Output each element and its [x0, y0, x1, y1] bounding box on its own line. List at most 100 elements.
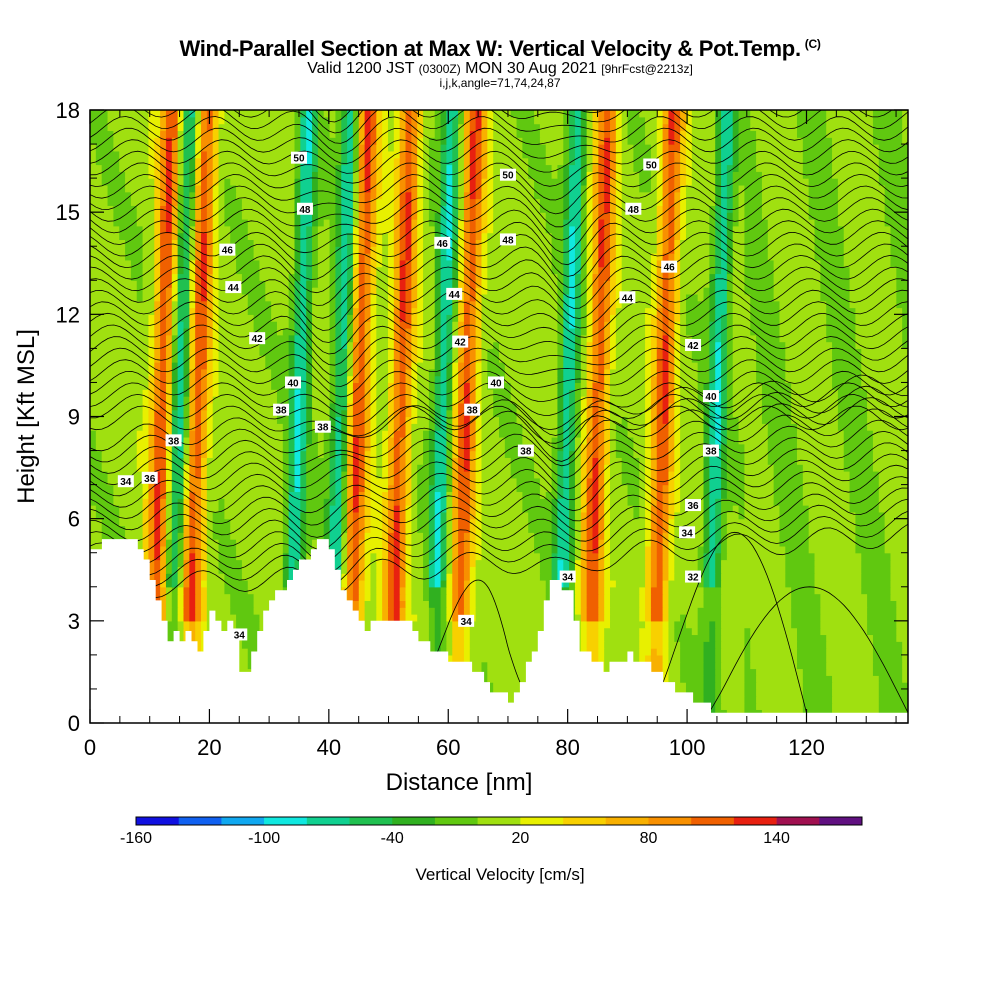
velocity-cell — [183, 511, 190, 520]
velocity-cell — [405, 355, 412, 363]
velocity-cell — [352, 382, 366, 390]
velocity-cell — [586, 559, 599, 567]
velocity-cell — [639, 614, 646, 622]
velocity-cell — [650, 511, 658, 520]
velocity-cell — [674, 307, 681, 315]
velocity-cell — [347, 314, 354, 322]
velocity-cell — [463, 450, 471, 458]
velocity-cell — [662, 368, 670, 377]
velocity-cell — [709, 573, 716, 581]
velocity-cell — [645, 545, 652, 554]
velocity-cell — [569, 539, 576, 547]
velocity-cell — [358, 579, 366, 588]
velocity-cell — [580, 259, 588, 268]
velocity-cell — [201, 491, 208, 499]
velocity-cell — [475, 266, 483, 275]
velocity-cell — [154, 327, 161, 336]
velocity-cell — [300, 280, 307, 288]
velocity-cell — [440, 348, 448, 356]
velocity-cell — [417, 287, 424, 295]
velocity-cell — [680, 382, 699, 390]
velocity-cell — [218, 341, 261, 349]
velocity-cell — [475, 287, 483, 295]
velocity-cell — [201, 409, 208, 418]
velocity-cell — [820, 273, 851, 281]
velocity-cell — [680, 273, 710, 281]
velocity-cell — [650, 498, 658, 506]
velocity-cell — [469, 593, 477, 601]
velocity-cell — [195, 382, 202, 390]
velocity-cell — [352, 396, 366, 404]
velocity-cell — [393, 614, 401, 622]
velocity-cell — [458, 362, 465, 370]
velocity-cell — [563, 239, 570, 247]
velocity-cell — [463, 654, 471, 663]
velocity-cell — [721, 586, 792, 595]
velocity-cell — [586, 430, 594, 438]
velocity-cell — [469, 600, 477, 608]
velocity-cell — [650, 259, 658, 268]
velocity-cell — [446, 321, 453, 329]
velocity-cell — [405, 382, 412, 390]
velocity-cell — [358, 225, 366, 234]
velocity-cell — [557, 470, 564, 479]
velocity-cell — [890, 253, 908, 261]
velocity-cell — [580, 579, 588, 588]
velocity-cell — [563, 355, 576, 363]
velocity-cell — [446, 450, 453, 458]
velocity-cell — [288, 362, 296, 370]
velocity-cell — [440, 368, 448, 377]
velocity-cell — [417, 246, 424, 254]
velocity-cell — [411, 477, 418, 486]
velocity-cell — [452, 327, 459, 336]
velocity-cell — [352, 566, 360, 574]
velocity-cell — [481, 539, 535, 547]
velocity-cell — [726, 293, 734, 302]
velocity-cell — [481, 362, 488, 370]
velocity-cell — [604, 300, 611, 309]
velocity-cell — [405, 423, 412, 431]
velocity-cell — [703, 593, 722, 601]
velocity-cell — [300, 327, 307, 336]
velocity-cell — [218, 362, 266, 370]
velocity-cell — [423, 436, 430, 445]
velocity-cell — [662, 607, 670, 615]
velocity-cell — [487, 246, 553, 254]
velocity-cell — [393, 246, 401, 254]
velocity-cell — [475, 416, 483, 424]
velocity-cell — [370, 477, 389, 486]
velocity-cell — [171, 355, 179, 363]
velocity-cell — [329, 389, 336, 397]
velocity-cell — [417, 355, 424, 363]
velocity-cell — [253, 253, 296, 261]
velocity-cell — [218, 566, 243, 574]
velocity-cell — [300, 389, 307, 397]
velocity-cell — [364, 477, 372, 486]
velocity-cell — [165, 484, 173, 493]
velocity-cell — [434, 464, 448, 472]
velocity-cell — [434, 457, 448, 465]
velocity-cell — [212, 266, 220, 275]
velocity-cell — [610, 253, 617, 261]
velocity-cell — [458, 586, 465, 595]
velocity-cell — [312, 368, 331, 377]
velocity-cell — [732, 259, 745, 268]
velocity-cell — [335, 423, 342, 431]
velocity-cell — [300, 545, 307, 554]
velocity-cell — [206, 389, 214, 397]
velocity-cell — [195, 436, 202, 445]
velocity-cell — [598, 450, 605, 458]
velocity-cell — [650, 368, 658, 377]
velocity-cell — [195, 396, 202, 404]
velocity-cell — [896, 600, 908, 608]
velocity-cell — [837, 423, 868, 431]
velocity-cell — [598, 430, 605, 438]
velocity-cell — [370, 443, 377, 452]
velocity-cell — [160, 539, 167, 547]
velocity-cell — [440, 246, 448, 254]
velocity-cell — [428, 423, 436, 431]
velocity-cell — [171, 498, 179, 506]
velocity-cell — [446, 511, 453, 520]
velocity-cell — [206, 396, 214, 404]
velocity-cell — [177, 307, 190, 315]
